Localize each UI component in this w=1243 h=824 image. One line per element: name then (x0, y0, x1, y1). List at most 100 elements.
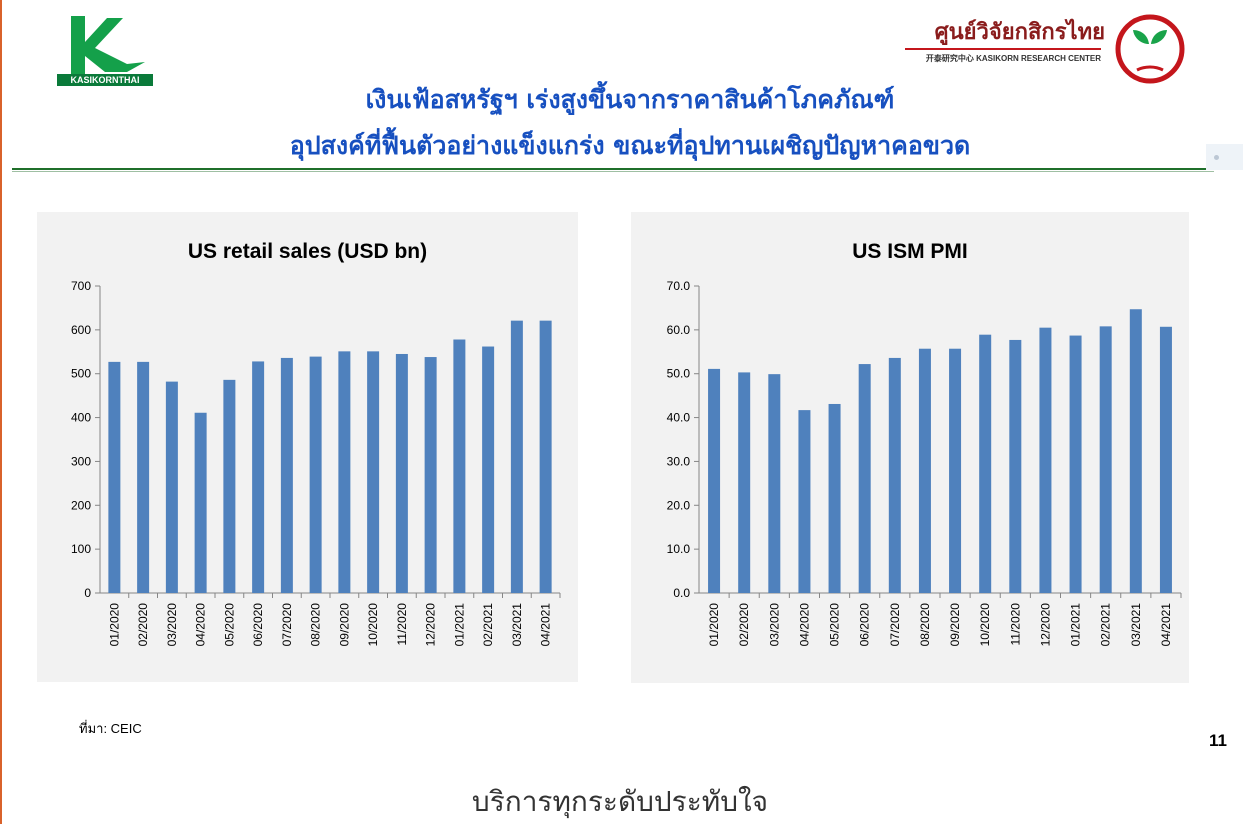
kasikorn-leaf-logo (1115, 14, 1185, 84)
y-tick-label: 200 (71, 498, 91, 512)
x-tick-label: 05/2020 (828, 603, 842, 647)
x-tick-label: 05/2020 (222, 603, 236, 647)
y-tick-label: 600 (71, 323, 91, 337)
brand-left-label: KASIKORNTHAI (57, 74, 153, 86)
ism-pmi-chart: US ISM PMI 0.0 10.0 20.0 30.0 40.0 50.0 60.0 70.… (631, 212, 1189, 683)
x-tick-label: 04/2021 (539, 603, 553, 647)
y-tick-label: 60.0 (667, 323, 691, 337)
y-tick-label: 0 (84, 586, 91, 600)
slide-edge-dot (1214, 155, 1219, 160)
page-number: 11 (1209, 731, 1227, 750)
bar-09-2020 (949, 348, 962, 593)
x-tick-label: 07/2020 (280, 603, 294, 647)
bar-10-2020 (367, 351, 380, 593)
bar-01-2020 (108, 361, 121, 593)
x-tick-label: 12/2020 (1038, 603, 1052, 647)
bar-11-2020 (1009, 339, 1022, 593)
retail-sales-chart-svg: US retail sales (USD bn) 0 100 200 300 400 500… (71, 240, 561, 647)
bar-05-2020 (828, 403, 841, 593)
x-tick-label: 11/2020 (1008, 603, 1022, 646)
brand-right-rule (905, 48, 1101, 50)
bar-02-2020 (137, 361, 150, 593)
y-tick-label: 100 (71, 542, 91, 556)
x-tick-label: 07/2020 (888, 603, 902, 647)
y-tick-label: 30.0 (667, 454, 691, 468)
x-tick-label: 08/2020 (918, 603, 932, 647)
x-tick-label: 02/2021 (481, 603, 495, 647)
header-divider-shadow (12, 171, 1214, 172)
bar-06-2020 (858, 364, 871, 593)
brand-right-name: ศูนย์วิจัยกสิกรไทย (934, 20, 1105, 45)
x-tick-label: 01/2020 (107, 603, 121, 647)
y-tick-label: 300 (71, 454, 91, 468)
bar-07-2020 (280, 357, 293, 593)
x-tick-label: 04/2020 (194, 603, 208, 647)
y-tick-label: 500 (71, 367, 91, 381)
y-tick-label: 70.0 (667, 279, 691, 293)
header-divider (12, 168, 1214, 170)
chart-title: US ISM PMI (852, 240, 968, 263)
x-tick-label: 02/2021 (1099, 603, 1113, 647)
page-title-line-1: เงินเฟ้อสหรัฐฯ เร่งสูงขึ้นจากราคาสินค้าโ… (365, 85, 895, 114)
y-tick-label: 400 (71, 411, 91, 425)
slide-border (0, 0, 2, 824)
x-tick-label: 06/2020 (251, 603, 265, 647)
bar-07-2020 (888, 357, 901, 593)
bar-02-2021 (482, 346, 495, 593)
x-tick-label: 02/2020 (136, 603, 150, 647)
bar-03-2020 (768, 374, 781, 593)
y-tick-label: 10.0 (667, 542, 691, 556)
y-tick-label: 700 (71, 279, 91, 293)
bar-01-2020 (708, 368, 721, 593)
bar-02-2020 (738, 372, 751, 593)
source-note: ที่มา: CEIC (79, 721, 142, 736)
bar-12-2020 (1039, 327, 1052, 593)
x-tick-label: 10/2020 (366, 603, 380, 647)
brand-right-subtitle: 开泰研究中心 KASIKORN RESEARCH CENTER (925, 54, 1101, 63)
bar-12-2020 (424, 357, 437, 593)
x-tick-label: 02/2020 (737, 603, 751, 647)
x-tick-label: 01/2021 (452, 603, 466, 647)
x-tick-label: 03/2020 (767, 603, 781, 647)
x-tick-label: 03/2021 (510, 603, 524, 647)
bar-03-2021 (510, 320, 523, 593)
y-tick-label: 50.0 (667, 367, 691, 381)
bar-02-2021 (1099, 326, 1112, 593)
bar-04-2020 (798, 410, 811, 593)
y-tick-label: 40.0 (667, 411, 691, 425)
footer-slogan: บริการทุกระดับประทับใจ (471, 785, 769, 818)
bar-09-2020 (338, 351, 351, 593)
slide-edge-marker (1206, 144, 1243, 170)
bar-05-2020 (223, 379, 236, 593)
x-tick-label: 11/2020 (395, 603, 409, 646)
bar-06-2020 (252, 361, 265, 593)
chart-title: US retail sales (USD bn) (188, 240, 427, 263)
x-tick-label: 09/2020 (337, 603, 351, 647)
page-title-line-2: อุปสงค์ที่ฟื้นตัวอย่างแข็งแกร่ง ขณะที่อุ… (289, 131, 971, 160)
kasikorn-k-logo (71, 16, 145, 74)
bar-10-2020 (979, 334, 992, 593)
x-tick-label: 04/2020 (797, 603, 811, 647)
ism-pmi-chart-svg: US ISM PMI 0.0 10.0 20.0 30.0 40.0 50.0 60.0 70.… (667, 240, 1182, 647)
x-tick-label: 08/2020 (309, 603, 323, 647)
bar-08-2020 (309, 356, 322, 593)
retail-sales-chart: US retail sales (USD bn) 0 100 200 300 400 500… (37, 212, 578, 682)
bar-04-2021 (539, 320, 552, 593)
x-tick-label: 06/2020 (858, 603, 872, 647)
bar-03-2021 (1129, 309, 1142, 593)
x-tick-label: 01/2020 (707, 603, 721, 647)
bar-01-2021 (1069, 335, 1082, 593)
x-tick-label: 03/2020 (165, 603, 179, 647)
x-tick-label: 03/2021 (1129, 603, 1143, 647)
bar-08-2020 (918, 348, 931, 593)
y-tick-label: 0.0 (673, 586, 690, 600)
bar-01-2021 (453, 339, 466, 593)
x-tick-label: 10/2020 (978, 603, 992, 647)
x-tick-label: 01/2021 (1069, 603, 1083, 647)
x-tick-label: 09/2020 (948, 603, 962, 647)
bar-11-2020 (395, 353, 408, 593)
bar-04-2020 (194, 412, 207, 593)
x-tick-label: 04/2021 (1159, 603, 1173, 647)
bar-04-2021 (1159, 326, 1172, 593)
bar-03-2020 (165, 381, 178, 593)
